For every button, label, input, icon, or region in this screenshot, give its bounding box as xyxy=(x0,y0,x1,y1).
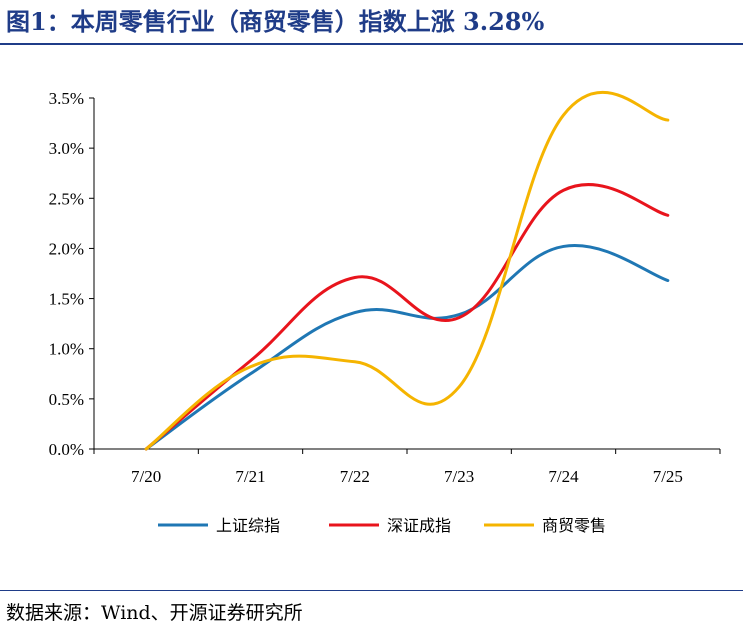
x-tick-label: 7/22 xyxy=(340,467,370,486)
y-tick-label: 2.5% xyxy=(49,189,84,208)
series-line-1 xyxy=(144,244,670,451)
y-tick-label: 1.5% xyxy=(49,290,84,309)
x-tick-label: 7/20 xyxy=(131,467,161,486)
x-tick-label: 7/24 xyxy=(548,467,579,486)
y-tick-label: 0.5% xyxy=(49,390,84,409)
y-tick-label: 3.0% xyxy=(49,139,84,158)
chart-series xyxy=(144,90,670,451)
x-tick-label: 7/21 xyxy=(235,467,265,486)
y-tick-label: 3.5% xyxy=(49,89,84,108)
chart-area: 0.0% 0.5% 1.0% 1.5% 2.0% 2.5% 3.0% 3.5% 7/20 7/21… xyxy=(0,44,743,590)
chart-axes: 0.0% 0.5% 1.0% 1.5% 2.0% 2.5% 3.0% 3.5% 7/20 7/21… xyxy=(49,89,721,486)
data-source-note: 数据来源：Wind、开源证券研究所 xyxy=(6,602,303,624)
series-line-3 xyxy=(144,90,670,451)
series-line-2 xyxy=(144,183,670,451)
y-tick-label: 0.0% xyxy=(49,440,84,459)
chart-title: 图1：本周零售行业（商贸零售）指数上涨 3.28% xyxy=(6,7,545,36)
y-tick-label: 2.0% xyxy=(49,239,84,258)
legend-label: 上证综指 xyxy=(216,516,280,535)
y-tick-label: 1.0% xyxy=(49,340,84,359)
x-tick-label: 7/23 xyxy=(444,467,474,486)
legend-label: 商贸零售 xyxy=(542,516,606,535)
chart-legend: 上证综指 深证成指 商贸零售 xyxy=(158,516,606,535)
x-tick-label: 7/25 xyxy=(653,467,683,486)
legend-label: 深证成指 xyxy=(387,516,451,535)
line-chart: 0.0% 0.5% 1.0% 1.5% 2.0% 2.5% 3.0% 3.5% 7/20 7/21… xyxy=(49,89,721,535)
source-divider xyxy=(0,590,743,591)
title-divider xyxy=(0,43,743,45)
